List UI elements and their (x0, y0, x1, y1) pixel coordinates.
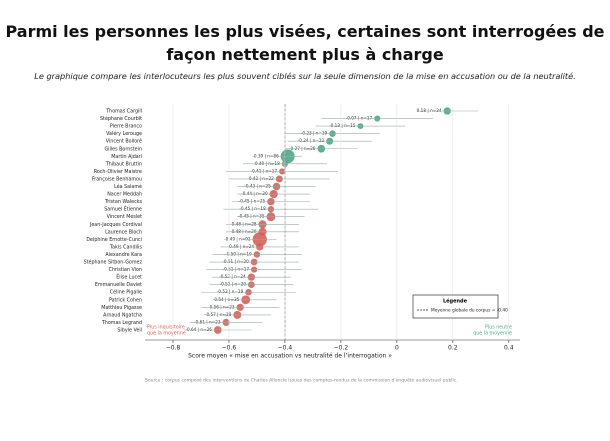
legend-box (412, 294, 499, 319)
category-label: Stéphane Sitbon-Gomez (84, 259, 143, 266)
value-label: -0.61 | n=23 (194, 319, 221, 324)
value-label: -0.48 | n=28 (230, 221, 257, 226)
value-label: -0.40 | n=18 (253, 161, 280, 166)
x-tick-label: −0.2 (334, 345, 349, 352)
category-label: Alexandre Kara (105, 252, 142, 258)
value-label: -0.45 | n=18 (239, 206, 266, 211)
category-label: Céline Pigalle (110, 289, 142, 296)
annotation: Plus inquisitoire (147, 325, 185, 331)
category-label: Valéry Lerouge (106, 130, 142, 137)
value-label: -0.42 | n=22 (247, 176, 274, 181)
value-label: -0.57 | n=28 (205, 312, 232, 317)
x-tick-label: −0.6 (222, 345, 237, 352)
category-label: Roch-Olivier Maistre (94, 169, 142, 175)
category-label: Léa Salamé (114, 183, 142, 190)
category-label: Tristan Walecks (104, 199, 142, 205)
category-label: Pierre Branco (110, 124, 142, 130)
category-label: Emmanuelle Daviet (95, 282, 142, 288)
x-axis-label: Score moyen « mise en accusation vs neut… (188, 353, 392, 360)
value-label: -0.52 | n=24 (219, 274, 246, 279)
category-label: Vincent Meslet (107, 214, 142, 220)
legend-entry: Moyenne globale du corpus = -0.40 (431, 308, 508, 314)
value-label: -0.53 | n=19 (217, 289, 244, 294)
value-label: -0.13 | n=15 (329, 123, 356, 128)
category-label: Nacer Meddah (107, 192, 142, 198)
value-label: -0.27 | n=26 (289, 146, 316, 151)
value-label: -0.54 | n=35 (213, 297, 240, 302)
category-label: Delphine Ernotte-Cunci (86, 237, 142, 243)
x-tick-label: 0.4 (504, 345, 514, 352)
value-label: -0.44 | n=30 (241, 191, 268, 196)
category-label: Thomas Cargill (105, 109, 142, 115)
value-label: -0.56 | n=23 (208, 304, 235, 309)
value-label: -0.07 | n=17 (346, 116, 373, 121)
value-label: -0.51 | n=17 (223, 267, 250, 272)
value-label: -0.64 | n=26 (186, 327, 213, 332)
value-label: -0.45 | n=35 (238, 214, 265, 219)
category-label: Takis Candilis (109, 244, 143, 250)
value-label: -0.51 | n=20 (222, 259, 249, 264)
value-label: -0.23 | n=19 (301, 131, 328, 136)
value-label: -0.24 | n=22 (298, 138, 325, 143)
category-label: Patrick Cohen (109, 297, 142, 303)
annotation: Plus neutre (485, 325, 512, 331)
value-label: -0.39 | n=86 (252, 153, 279, 158)
chart-title: Parmi les personnes les plus visées, cer… (5, 22, 605, 64)
category-label: Christian Vion (109, 267, 142, 273)
x-tick-label: 0.2 (448, 345, 458, 352)
x-tick-label: −0.4 (278, 345, 293, 352)
value-label: -0.43 | n=25 (244, 184, 271, 189)
value-label: -0.49 | n=24 (228, 244, 255, 249)
value-label: -0.41 | n=17 (251, 168, 278, 173)
category-label: Stéphane Courbit (100, 115, 142, 122)
annotation: que la moyenne (147, 331, 186, 337)
value-label: 0.18 | n=24 (417, 108, 442, 113)
category-label: Matthieu Pigasse (101, 305, 142, 311)
chart-subtitle: Le graphique compare les interlocuteurs … (34, 71, 576, 81)
category-label: Laurence Bloch (105, 229, 142, 235)
category-label: Françoise Benhamou (92, 176, 142, 182)
category-label: Thomas Legrand (101, 320, 142, 326)
value-label: -0.48 | n=29 (230, 229, 257, 234)
category-label: Martin Ajdari (111, 154, 142, 160)
value-label: -0.45 | n=25 (239, 199, 266, 204)
category-label: Samuel Étienne (104, 205, 142, 213)
value-label: -0.50 | n=19 (225, 251, 252, 256)
annotation: que la moyenne (473, 331, 512, 337)
category-label: Arnaud Ngatcha (103, 312, 142, 318)
value-label: -0.52 | n=20 (220, 282, 247, 287)
category-label: Gilles Bornstein (104, 146, 142, 152)
category-label: Sibyle Veil (117, 328, 142, 334)
category-label: Vincent Bolloré (106, 138, 142, 145)
category-label: Thibaut Bruttin (105, 161, 142, 167)
category-label: Élise Lucet (116, 273, 142, 281)
x-tick-label: −0.8 (166, 345, 181, 352)
source: Source : corpus composé des intervention… (145, 377, 458, 384)
value-label: -0.49 | n=91 (224, 236, 251, 241)
category-label: Jean-Jacques Cordival (89, 222, 142, 228)
x-tick-label: 0 (395, 345, 399, 352)
legend-title: Légende (443, 298, 468, 305)
